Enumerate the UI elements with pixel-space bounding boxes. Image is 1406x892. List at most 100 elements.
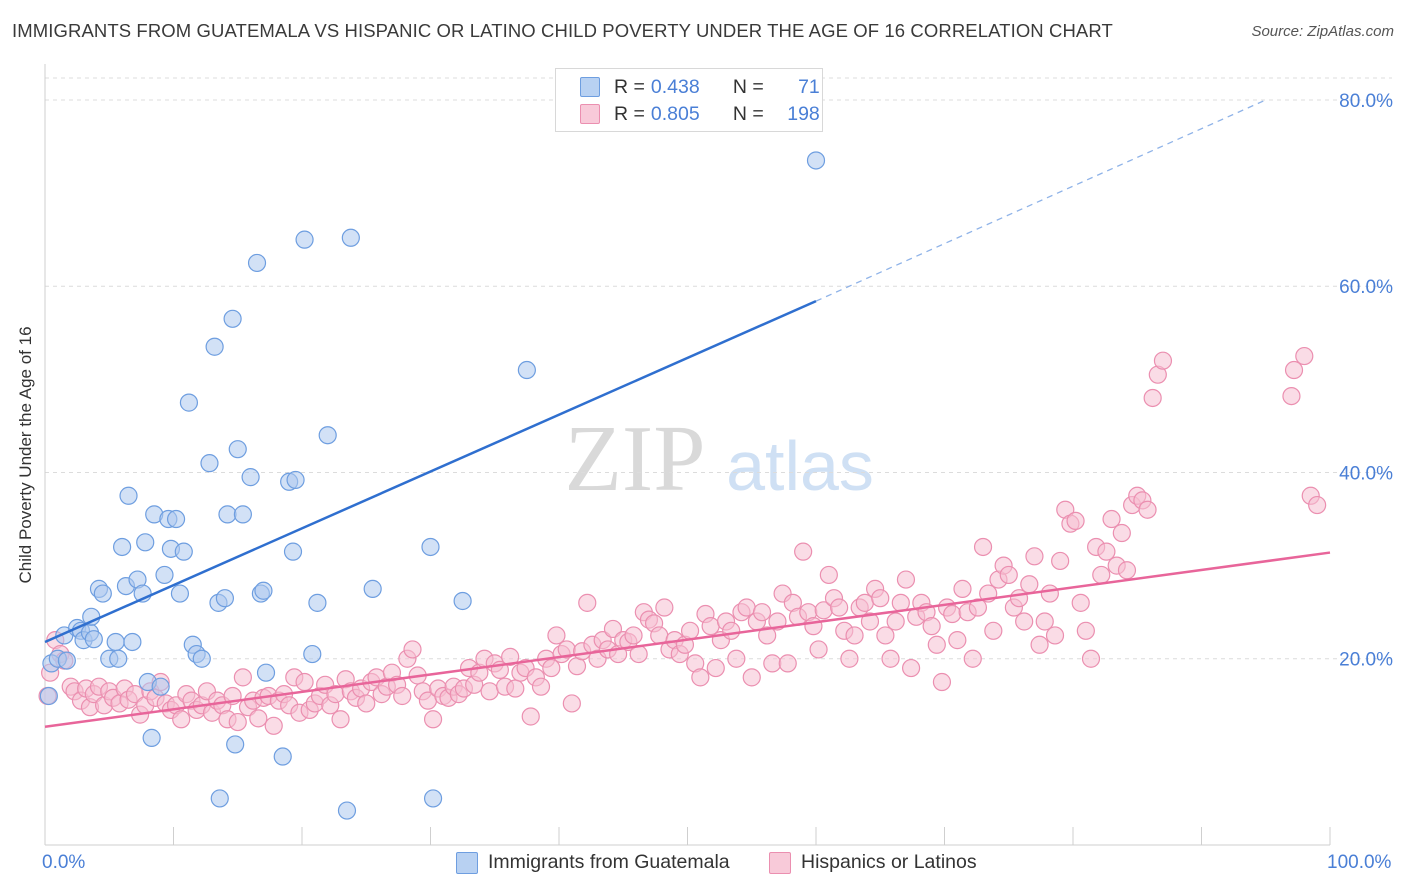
legend-label-guatemala: Immigrants from Guatemala	[488, 851, 730, 873]
data-point-hispanics	[763, 654, 782, 673]
data-point-guatemala	[93, 584, 112, 603]
data-point-hispanics	[1117, 561, 1137, 580]
data-point-hispanics	[927, 635, 946, 654]
data-point-guatemala	[363, 579, 382, 598]
series-legend: Immigrants from Guatemala Hispanics or L…	[0, 851, 1406, 879]
data-point-hispanics	[845, 626, 864, 645]
legend-r-value: 0.805	[650, 102, 700, 125]
trend-lines	[44, 99, 1331, 728]
data-point-hispanics	[1020, 575, 1039, 594]
legend-item-guatemala: Immigrants from Guatemala	[456, 851, 730, 874]
data-point-guatemala	[123, 632, 142, 652]
data-point-guatemala	[166, 509, 186, 529]
data-point-hispanics	[562, 694, 581, 713]
data-point-guatemala	[303, 644, 322, 664]
data-point-guatemala	[84, 630, 103, 649]
data-point-hispanics	[830, 598, 849, 617]
data-point-guatemala	[421, 537, 440, 557]
legend-n-label: N =	[732, 75, 764, 98]
data-point-guatemala	[142, 728, 161, 747]
data-point-hispanics	[624, 626, 643, 645]
data-point-guatemala	[106, 632, 125, 652]
legend-swatch-pink	[769, 851, 791, 874]
data-point-hispanics	[819, 565, 838, 585]
y-tick-label: 80.0%	[1339, 91, 1393, 112]
data-point-hispanics	[809, 640, 828, 659]
series-hispanics-points	[38, 346, 1327, 735]
data-point-hispanics	[1112, 523, 1131, 543]
data-point-hispanics	[752, 603, 772, 622]
data-point-hispanics	[578, 593, 597, 612]
legend-r-label: R =	[614, 75, 645, 98]
data-point-hispanics	[1295, 346, 1314, 366]
data-point-hispanics	[1040, 584, 1059, 603]
data-point-hispanics	[1066, 511, 1085, 530]
data-point-hispanics	[506, 679, 525, 698]
data-point-guatemala	[423, 789, 443, 808]
trend-line-hispanics	[44, 551, 1331, 728]
data-point-hispanics	[393, 686, 412, 706]
data-point-hispanics	[984, 621, 1003, 640]
data-point-hispanics	[973, 537, 993, 557]
data-point-hispanics	[233, 668, 252, 687]
x-tick-label-max: 100.0%	[1327, 852, 1392, 873]
data-point-hispanics	[1102, 509, 1121, 529]
trend-line-guatemala	[44, 299, 817, 644]
legend-r-label: R =	[614, 102, 645, 125]
data-point-guatemala	[226, 735, 245, 754]
data-point-guatemala	[170, 584, 190, 603]
watermark-atlas: atlas	[726, 427, 874, 505]
y-tick-label: 20.0%	[1339, 650, 1393, 671]
data-point-hispanics	[542, 658, 561, 678]
data-point-hispanics	[249, 709, 268, 728]
data-point-guatemala	[273, 747, 292, 766]
data-point-hispanics	[727, 649, 746, 668]
data-point-hispanics	[1284, 360, 1304, 380]
data-point-hispanics	[701, 617, 720, 636]
data-point-guatemala	[337, 801, 357, 820]
data-point-guatemala	[254, 581, 273, 600]
data-point-hispanics	[1015, 612, 1034, 631]
data-point-hispanics	[722, 621, 741, 640]
legend-n-value: 198	[787, 102, 820, 125]
legend-row-guatemala: R = 0.438 N = 71	[580, 75, 820, 99]
data-point-guatemala	[136, 533, 155, 552]
y-tick-labels: 20.0% 40.0% 60.0% 80.0%	[1339, 91, 1393, 671]
series-guatemala-points	[39, 151, 826, 820]
data-point-hispanics	[932, 672, 952, 692]
data-point-hispanics	[403, 640, 422, 659]
data-point-hispanics	[855, 593, 874, 612]
data-point-guatemala	[283, 542, 303, 561]
data-point-hispanics	[357, 694, 376, 713]
data-point-guatemala	[517, 360, 536, 380]
y-tick-label: 40.0%	[1339, 463, 1393, 484]
data-point-hispanics	[953, 579, 972, 598]
data-point-hispanics	[228, 712, 247, 732]
data-point-guatemala	[39, 686, 58, 706]
data-point-hispanics	[1045, 626, 1065, 645]
legend-swatch-blue	[456, 851, 478, 874]
data-point-hispanics	[603, 619, 623, 639]
data-point-guatemala	[112, 537, 132, 557]
data-point-hispanics	[963, 649, 982, 668]
x-tick-label-min: 0.0%	[42, 852, 86, 873]
data-point-guatemala	[223, 309, 242, 328]
data-point-guatemala	[155, 565, 174, 585]
data-point-hispanics	[778, 654, 797, 673]
data-point-guatemala	[192, 649, 211, 668]
data-point-hispanics	[1081, 649, 1101, 668]
data-point-hispanics	[896, 570, 916, 589]
data-point-hispanics	[1143, 388, 1162, 408]
data-point-hispanics	[886, 612, 905, 631]
y-tick-label: 60.0%	[1339, 277, 1393, 298]
data-point-hispanics	[1009, 589, 1029, 608]
trend-extension-guatemala	[815, 99, 1267, 302]
data-point-hispanics	[1153, 351, 1173, 370]
data-point-hispanics	[742, 668, 761, 687]
legend-r-value: 0.438	[650, 75, 700, 98]
legend-item-hispanics: Hispanics or Latinos	[769, 851, 977, 874]
data-point-guatemala	[151, 677, 170, 696]
data-point-hispanics	[968, 598, 988, 617]
data-point-guatemala	[295, 230, 314, 249]
data-point-hispanics	[948, 631, 967, 650]
